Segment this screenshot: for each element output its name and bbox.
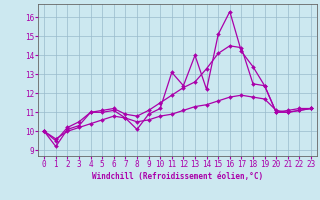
X-axis label: Windchill (Refroidissement éolien,°C): Windchill (Refroidissement éolien,°C) (92, 172, 263, 181)
